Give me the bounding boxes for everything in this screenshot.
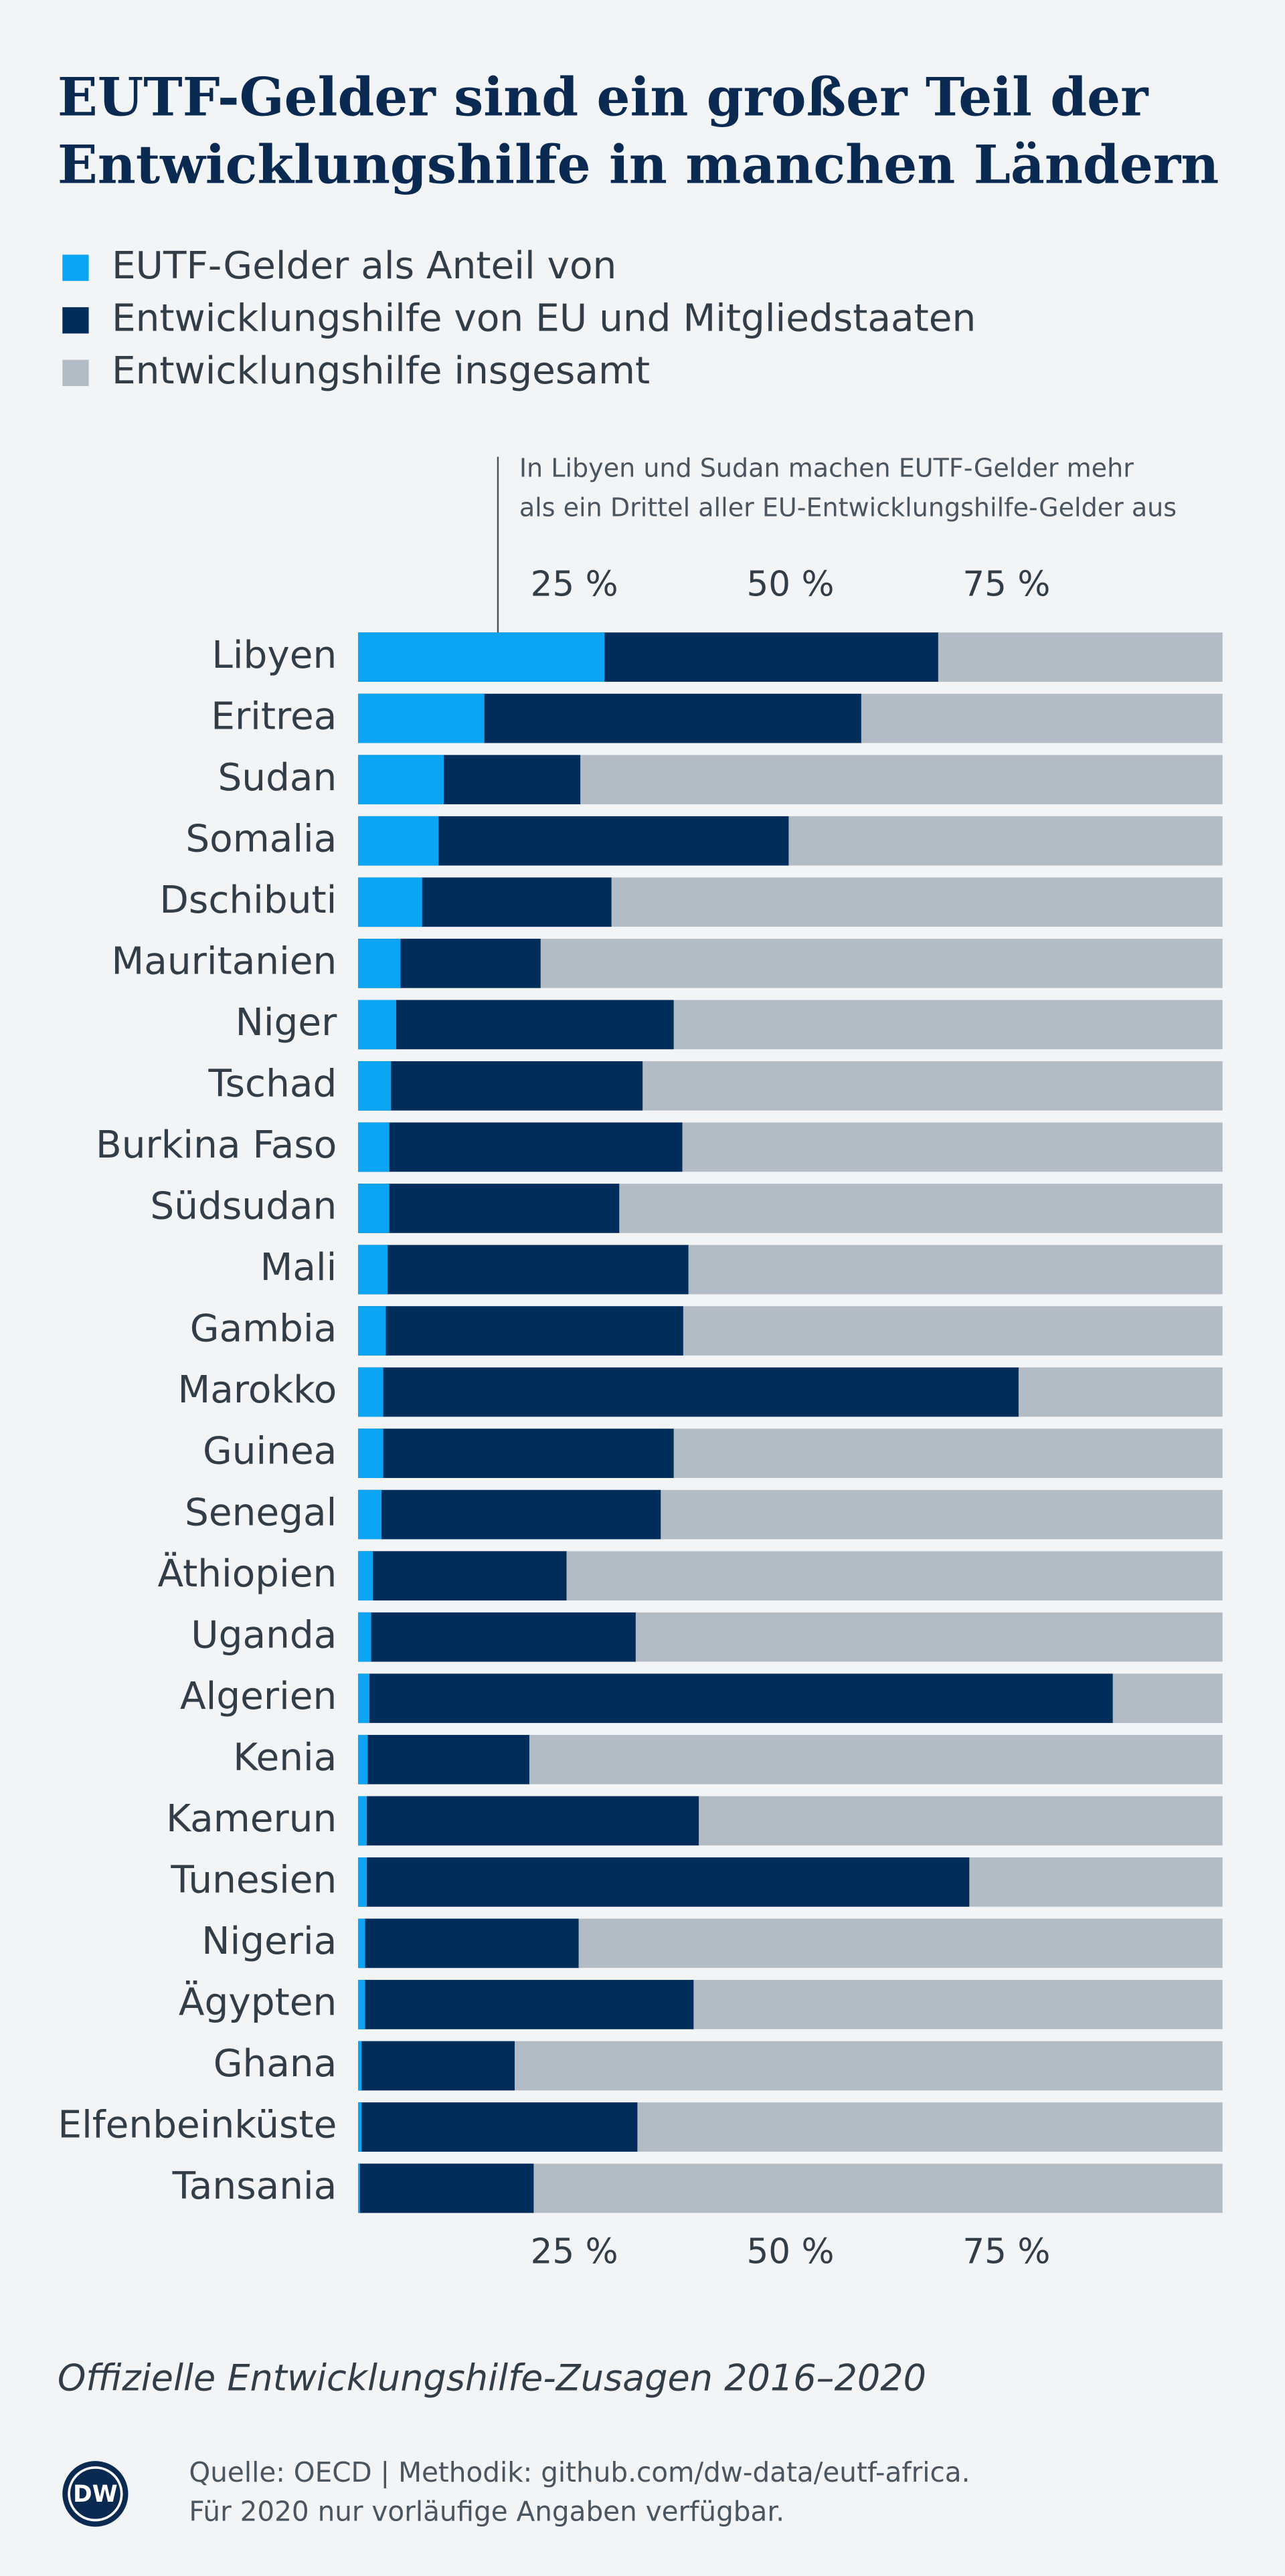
- legend-swatch: [62, 307, 89, 334]
- y-tick-label: Uganda: [191, 1613, 337, 1657]
- y-tick-label: Guinea: [203, 1430, 337, 1473]
- logo-ring: [68, 2466, 123, 2522]
- bar: [358, 2102, 638, 2152]
- y-tick-label: Burkina Faso: [96, 1123, 337, 1167]
- bar: [358, 1429, 383, 1478]
- chart-title: EUTF-Gelder sind ein großer Teil der: [58, 66, 1149, 128]
- bar: [358, 2163, 360, 2213]
- x-tick-label: 50 %: [746, 2232, 834, 2272]
- bar: [358, 755, 444, 805]
- bar: [358, 1734, 368, 1784]
- y-tick-label: Äthiopien: [157, 1551, 337, 1596]
- x-tick-label: 75 %: [962, 2232, 1050, 2272]
- x-tick-label: 25 %: [531, 565, 618, 605]
- bar: [358, 1980, 365, 2029]
- bar: [358, 2041, 515, 2091]
- bar: [358, 1612, 371, 1662]
- y-tick-label: Nigeria: [201, 1920, 337, 1963]
- bar: [358, 1673, 1113, 1724]
- y-tick-label: Dschibuti: [159, 879, 337, 922]
- bar: [358, 1857, 970, 1907]
- bar: [358, 1306, 386, 1356]
- legend-label: Entwicklungshilfe von EU und Mitgliedsta…: [112, 296, 976, 340]
- y-tick-label: Niger: [236, 1001, 338, 1044]
- bar: [358, 2041, 362, 2091]
- bar: [358, 693, 485, 743]
- bar: [358, 1000, 397, 1050]
- logo-text: DW: [73, 2481, 117, 2508]
- y-tick-label: Mali: [260, 1246, 337, 1289]
- bar: [358, 938, 401, 988]
- bar: [358, 1000, 674, 1050]
- subtitle: Offizielle Entwicklungshilfe-Zusagen 201…: [58, 2357, 926, 2399]
- y-tick-label: Ägypten: [179, 1980, 337, 2025]
- bar: [358, 1245, 388, 1295]
- bar: [358, 1367, 1019, 1417]
- bar: [358, 1489, 382, 1540]
- bar: [358, 1061, 392, 1111]
- legend-swatch: [62, 359, 89, 387]
- bar: [358, 1551, 567, 1601]
- bar: [358, 1918, 579, 1968]
- bar: [358, 1796, 699, 1846]
- bar: [358, 1857, 367, 1907]
- y-tick-label: Elfenbeinküste: [58, 2104, 337, 2147]
- bar: [358, 1612, 636, 1662]
- bar: [358, 1980, 694, 2029]
- legend-label: Entwicklungshilfe insgesamt: [112, 349, 650, 393]
- y-tick-label: Libyen: [211, 634, 337, 677]
- x-tick-label: 50 %: [746, 565, 834, 605]
- annotation: als ein Drittel aller EU-Entwicklungshil…: [519, 493, 1177, 523]
- source: Quelle: OECD | Methodik: github.com/dw-d…: [189, 2456, 970, 2488]
- y-tick-label: Marokko: [178, 1368, 337, 1412]
- chart-title: Entwicklungshilfe in manchen Ländern: [58, 133, 1219, 195]
- y-tick-label: Kamerun: [166, 1797, 337, 1841]
- bar: [358, 1551, 373, 1601]
- y-tick-label: Sudan: [218, 756, 337, 800]
- bar: [358, 1489, 661, 1540]
- bar: [358, 816, 439, 866]
- bar: [358, 1734, 529, 1784]
- y-tick-label: Südsudan: [150, 1185, 337, 1228]
- y-tick-label: Kenia: [233, 1736, 337, 1779]
- bar: [358, 1306, 683, 1356]
- bar: [358, 1367, 383, 1417]
- y-tick-label: Gambia: [190, 1307, 337, 1351]
- x-tick-label: 75 %: [962, 565, 1050, 605]
- y-tick-label: Mauritanien: [112, 939, 337, 983]
- x-tick-label: 25 %: [531, 2232, 618, 2272]
- bar: [358, 1184, 390, 1233]
- bar: [358, 1673, 370, 1724]
- y-tick-label: Eritrea: [211, 695, 337, 738]
- y-tick-label: Somalia: [185, 817, 337, 860]
- y-tick-label: Tansania: [172, 2165, 337, 2208]
- y-tick-label: Senegal: [185, 1491, 337, 1534]
- y-tick-label: Tunesien: [170, 1858, 337, 1902]
- bar: [358, 1122, 683, 1172]
- bar: [358, 1245, 689, 1295]
- y-tick-label: Ghana: [213, 2042, 337, 2086]
- bar: [358, 2102, 362, 2152]
- legend-label: EUTF-Gelder als Anteil von: [112, 244, 616, 288]
- bar: [358, 877, 422, 927]
- bar: [358, 1122, 390, 1172]
- legend-swatch: [62, 254, 89, 281]
- bar: [358, 1061, 643, 1111]
- bar: [358, 1184, 620, 1233]
- bar: [358, 1429, 674, 1478]
- y-tick-label: Tschad: [207, 1063, 337, 1106]
- bar: [358, 1918, 365, 1968]
- bar: [358, 1796, 367, 1846]
- annotation: In Libyen und Sudan machen EUTF-Gelder m…: [519, 454, 1134, 483]
- bar: [358, 632, 605, 682]
- source: Für 2020 nur vorläufige Angaben verfügba…: [189, 2496, 784, 2528]
- y-tick-label: Algerien: [180, 1675, 337, 1718]
- logo: [62, 2461, 128, 2527]
- bar: [358, 2163, 534, 2213]
